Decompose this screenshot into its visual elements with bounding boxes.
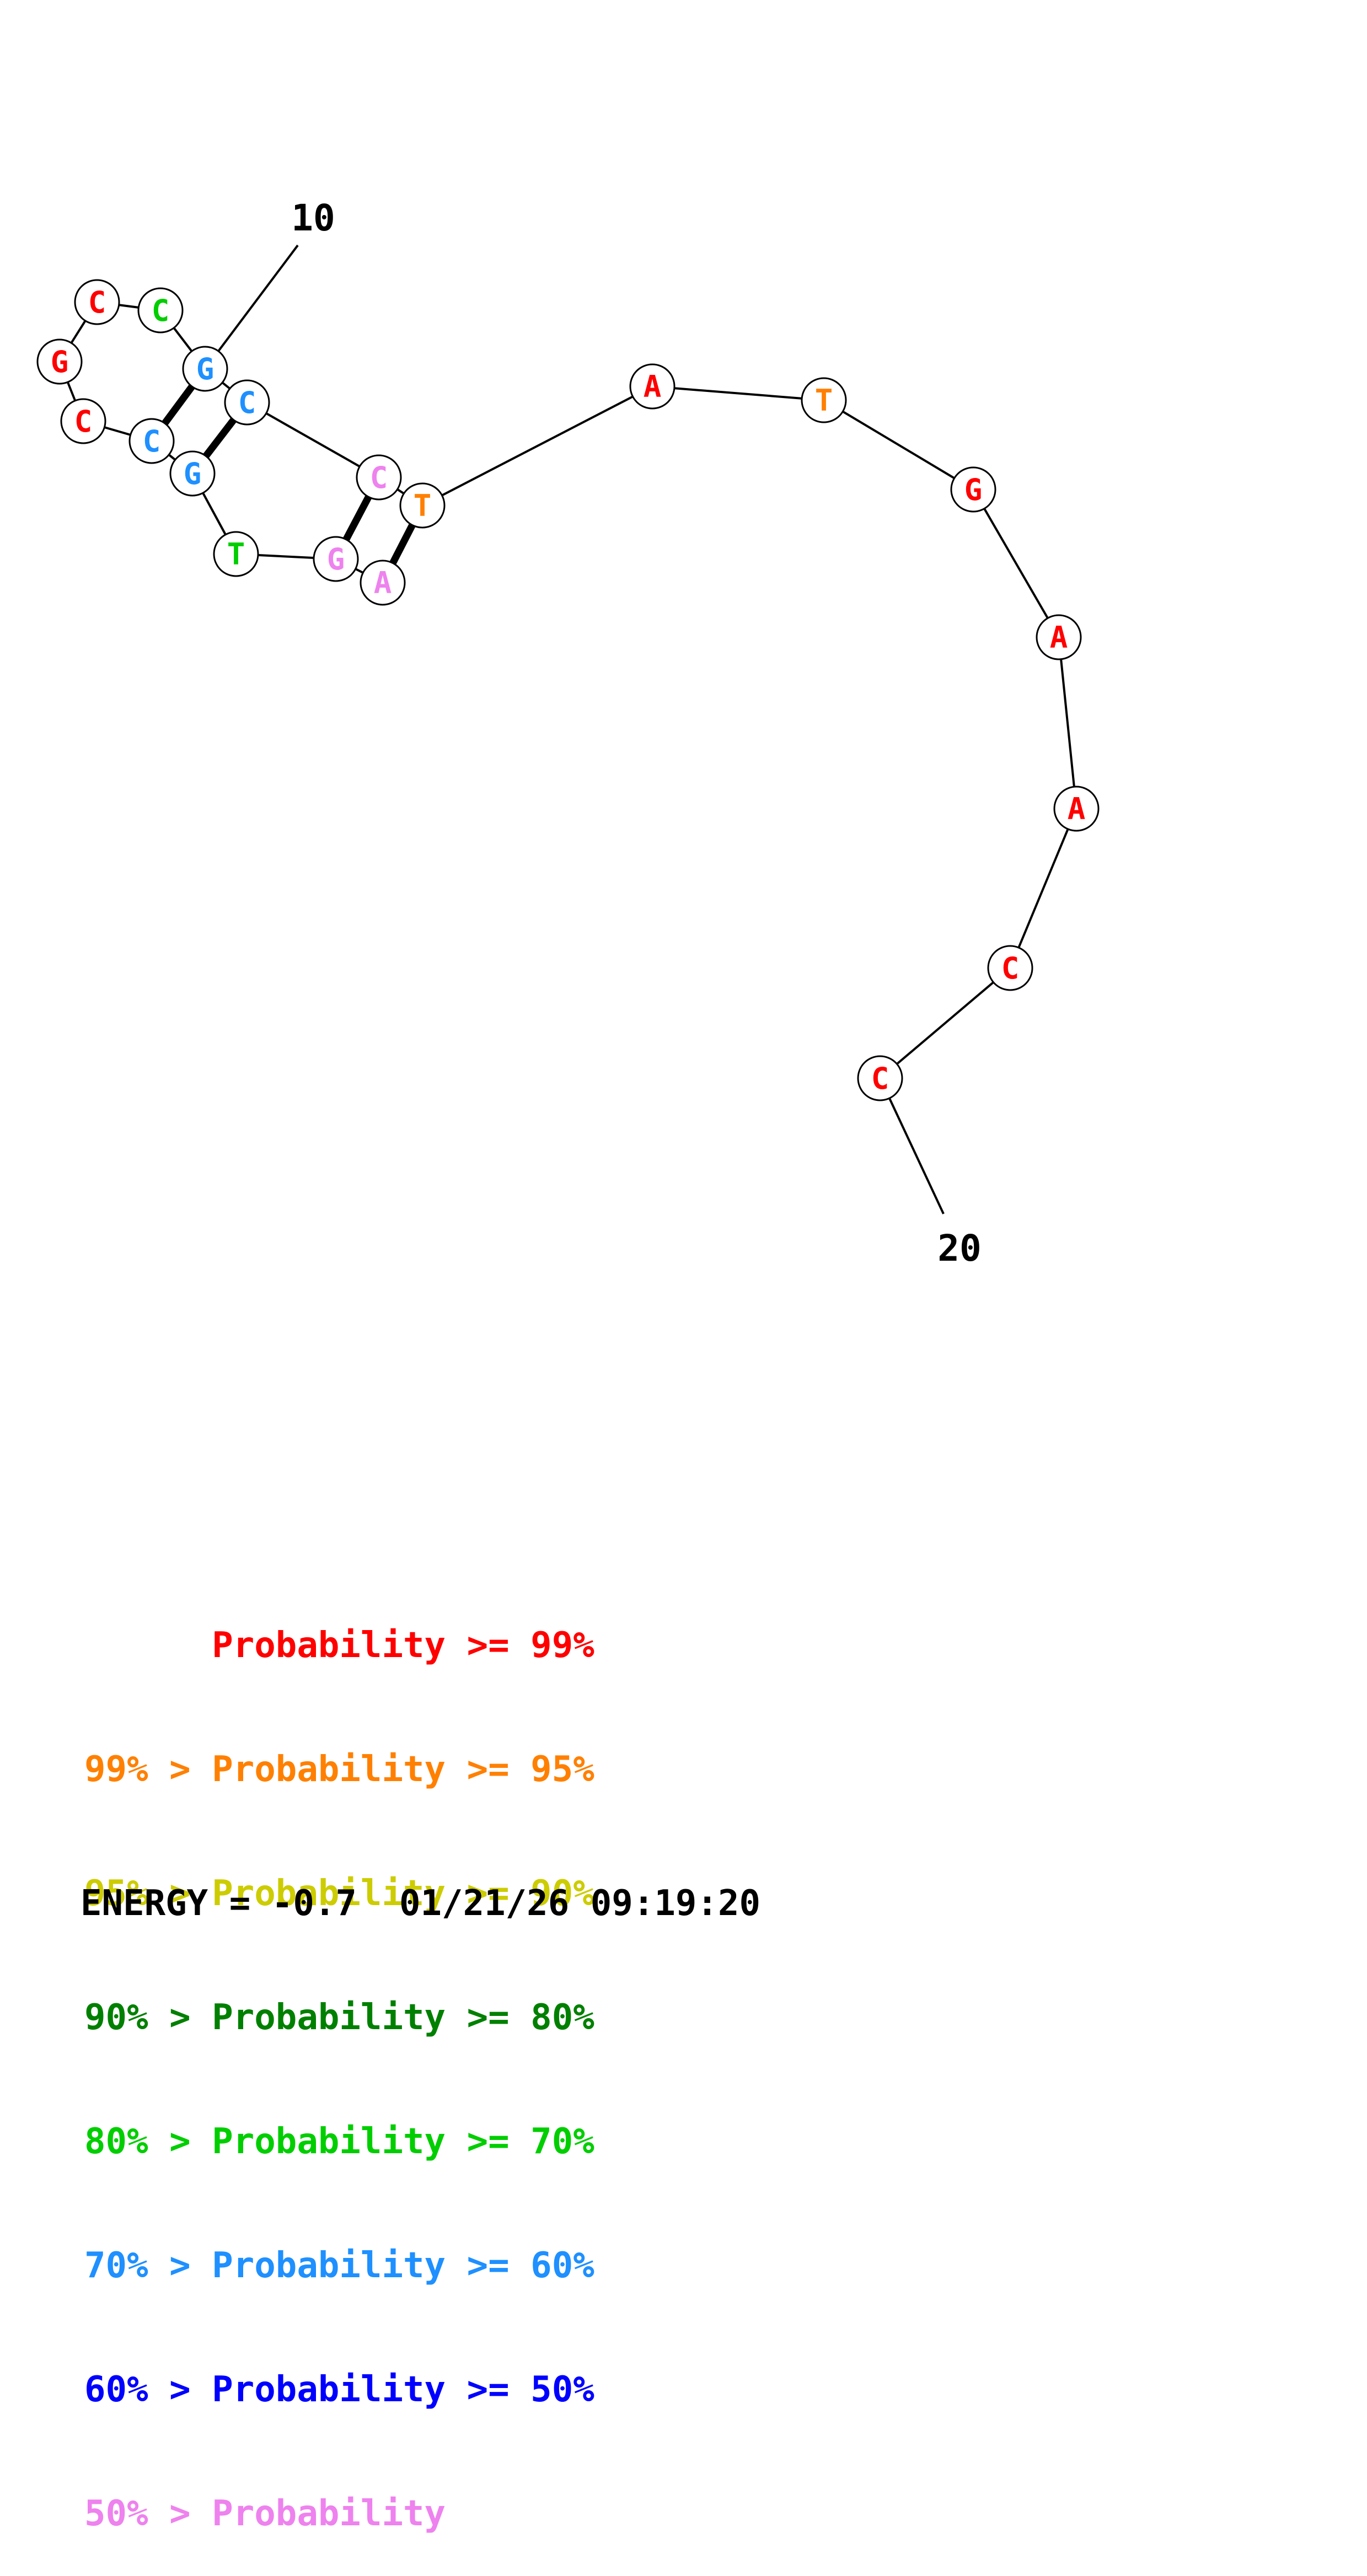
sequence-number-label: 10 (291, 197, 335, 239)
nucleotide-letter: C (1001, 951, 1020, 986)
nucleotide-circle (857, 1055, 903, 1101)
backbone-bond (1058, 637, 1077, 809)
nucleotide-circle (987, 945, 1033, 991)
nucleotide-circle (74, 279, 120, 325)
label-pointer-line (204, 244, 299, 370)
nucleotide-circle (801, 377, 847, 423)
nucleotide-letter: C (871, 1061, 889, 1096)
nucleotide-letter: T (414, 488, 432, 523)
legend-line-70: 80% > Probability >= 70% (84, 2121, 594, 2162)
nucleotide-circle (213, 531, 259, 577)
nucleotide-circle (313, 536, 359, 582)
backbone-bond (823, 399, 974, 491)
nucleotide-circle (629, 363, 676, 410)
nucleotide-circle (137, 287, 184, 334)
nucleotide-circle (224, 379, 270, 426)
label-pointer-line (879, 1078, 945, 1214)
backbone-bond (652, 385, 824, 401)
nucleotide-circle (399, 482, 446, 529)
legend-line-80: 90% > Probability >= 80% (84, 1997, 594, 2038)
nucleotide-letter: C (238, 385, 256, 420)
nucleotide-circle (356, 454, 402, 501)
legend-line-95: 99% > Probability >= 95% (84, 1749, 594, 1790)
nucleotide-circle (128, 418, 175, 464)
nucleotide-letter: A (1050, 620, 1068, 655)
nucleotide-letter: G (327, 542, 345, 577)
nucleotide-circle (182, 346, 228, 392)
nucleotide-letter: C (74, 404, 93, 439)
nucleotide-letter: G (51, 345, 69, 379)
nucleotide-letter: C (88, 285, 106, 320)
legend-line-99: Probability >= 99% (84, 1625, 594, 1666)
legend-line-60: 70% > Probability >= 60% (84, 2245, 594, 2286)
structure-plot-area: A G T G C C G C C G C C T A T G A A C C 10 20 (36, 197, 1100, 1270)
backbone-bond (1009, 808, 1077, 969)
legend-line-90: 95% > Probability >= 90% (84, 1873, 594, 1914)
backbone-bond (879, 967, 1011, 1079)
nucleotide-letter: T (227, 537, 245, 572)
nucleotide-letter: C (143, 424, 161, 459)
nucleotide-circle (360, 560, 406, 606)
nucleotide-letter: C (370, 460, 388, 495)
nucleotide-letter: G (184, 456, 202, 491)
nucleotide-circle (60, 398, 106, 444)
sequence-number-label: 20 (937, 1227, 981, 1270)
nucleotide-circle (169, 450, 216, 497)
backbone-bond (246, 401, 379, 478)
nucleotide-letter: C (152, 293, 170, 328)
legend-line-lt50: 50% > Probability (84, 2493, 446, 2534)
legend-line-50: 60% > Probability >= 50% (84, 2369, 594, 2410)
nucleotide-circle (36, 338, 83, 385)
nucleotide-circle (950, 466, 996, 513)
nucleotide-letter: G (964, 472, 983, 507)
nucleotide-letter: T (815, 383, 833, 418)
nucleotide-letter: A (644, 369, 662, 404)
backbone-bond (972, 488, 1060, 638)
nucleotide-letter: G (196, 352, 215, 386)
nucleotide-letter: A (374, 566, 392, 600)
nucleotide-letter: A (1068, 792, 1086, 826)
energy-status-line: ENERGY = -0.7 01/21/26 09:19:20 (81, 1883, 760, 1924)
backbone-bond (422, 385, 653, 507)
nucleotide-circle (1053, 786, 1100, 832)
probability-legend: Probability >= 99% 99% > Probability >= … (84, 1542, 594, 2576)
nucleotide-circle (1036, 614, 1082, 660)
